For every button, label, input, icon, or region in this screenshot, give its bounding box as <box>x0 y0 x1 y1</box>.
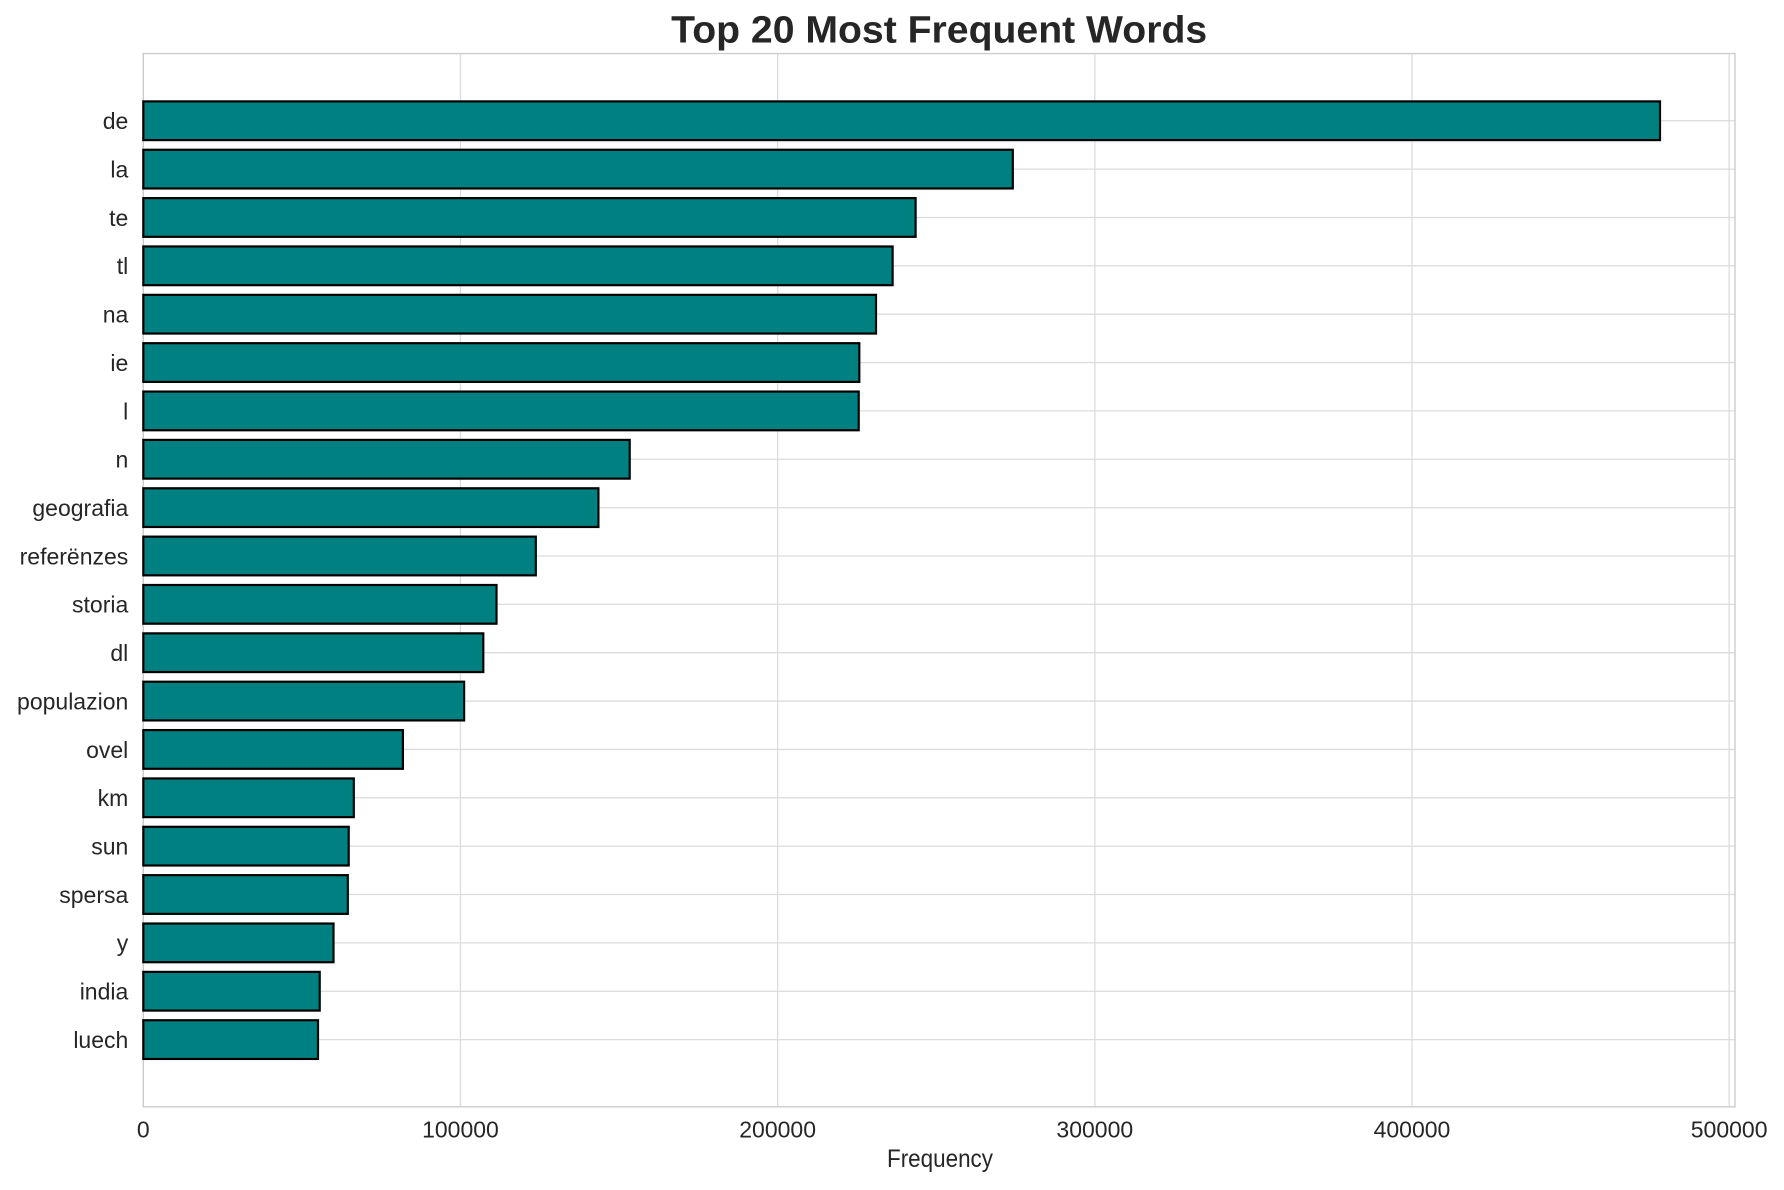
svg-text:Frequency: Frequency <box>887 1145 993 1173</box>
svg-text:luech: luech <box>73 1027 128 1053</box>
svg-text:500000: 500000 <box>1691 1117 1768 1143</box>
svg-text:ovel: ovel <box>86 737 128 763</box>
svg-text:te: te <box>109 205 128 231</box>
svg-text:400000: 400000 <box>1374 1117 1451 1143</box>
svg-text:l: l <box>123 398 128 424</box>
svg-text:Top 20 Most Frequent Words: Top 20 Most Frequent Words <box>671 9 1207 51</box>
svg-text:300000: 300000 <box>1056 1117 1133 1143</box>
svg-text:100000: 100000 <box>422 1117 499 1143</box>
svg-text:geografia: geografia <box>32 495 128 521</box>
svg-text:sun: sun <box>91 834 128 860</box>
svg-text:200000: 200000 <box>739 1117 816 1143</box>
svg-text:referënzes: referënzes <box>20 543 129 569</box>
svg-text:spersa: spersa <box>59 882 128 908</box>
svg-text:0: 0 <box>137 1117 150 1143</box>
svg-text:tl: tl <box>117 253 129 279</box>
svg-text:ie: ie <box>110 350 128 376</box>
svg-text:de: de <box>103 108 129 134</box>
svg-text:la: la <box>110 156 128 182</box>
svg-text:dl: dl <box>110 640 128 666</box>
svg-text:n: n <box>116 447 129 473</box>
svg-text:na: na <box>103 302 129 328</box>
svg-text:y: y <box>117 930 129 956</box>
svg-text:storia: storia <box>72 592 128 618</box>
svg-text:india: india <box>80 979 129 1005</box>
svg-text:populazion: populazion <box>17 688 128 714</box>
svg-text:km: km <box>98 785 129 811</box>
